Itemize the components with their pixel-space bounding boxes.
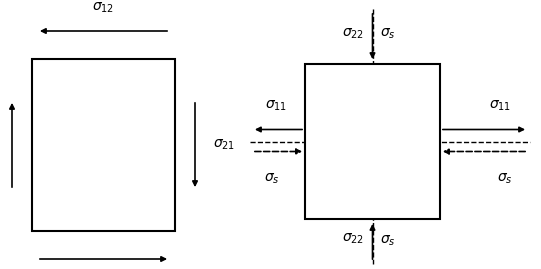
- Text: $\sigma_{22}$: $\sigma_{22}$: [342, 27, 365, 41]
- Text: $\sigma_{11}$: $\sigma_{11}$: [489, 99, 511, 114]
- Text: $\sigma_{22}$: $\sigma_{22}$: [342, 232, 365, 246]
- Text: $\sigma_{s}$: $\sigma_{s}$: [380, 234, 396, 248]
- Bar: [32, 59, 175, 231]
- Bar: [305, 64, 440, 219]
- Text: $\sigma_{21}$: $\sigma_{21}$: [213, 138, 235, 152]
- Text: $\sigma_{s}$: $\sigma_{s}$: [264, 172, 280, 186]
- Text: $\sigma_{s}$: $\sigma_{s}$: [497, 172, 513, 186]
- Text: $\sigma_{11}$: $\sigma_{11}$: [265, 99, 287, 114]
- Text: $\sigma_{12}$: $\sigma_{12}$: [93, 1, 115, 15]
- Text: $\sigma_{s}$: $\sigma_{s}$: [380, 27, 396, 41]
